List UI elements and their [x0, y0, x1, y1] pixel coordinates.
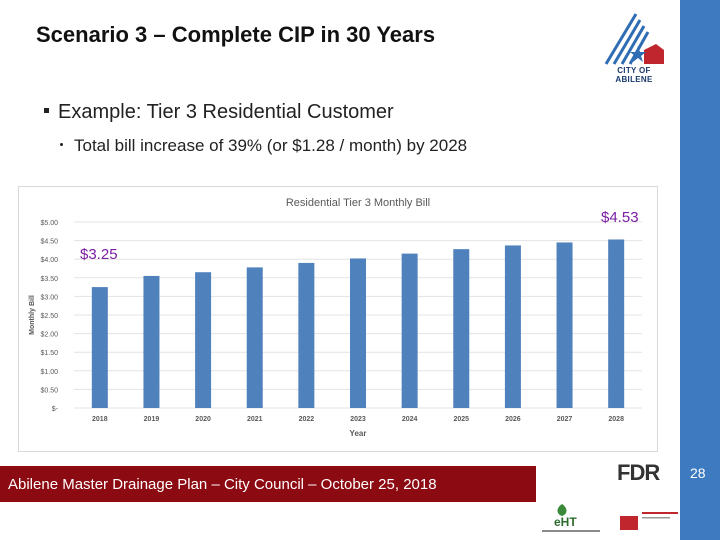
y-tick-label: $2.00	[40, 332, 58, 339]
logo-caption: CITY OF ABILENE	[615, 66, 653, 84]
y-tick-label: $2.50	[40, 313, 58, 320]
bullet-level-2-text: Total bill increase of 39% (or $1.28 / m…	[74, 136, 468, 155]
bar-2024	[401, 253, 418, 408]
x-tick-label: 2028	[608, 416, 624, 423]
bar-chart: Residential Tier 3 Monthly Bill $- $0.50 $1…	[29, 197, 642, 438]
x-axis-label: Year	[350, 429, 367, 438]
bar-2028	[608, 239, 625, 408]
y-tick-label: $1.50	[40, 350, 58, 357]
bullet-level-1: Example: Tier 3 Residential Customer	[44, 101, 394, 124]
dot-bullet-icon	[60, 143, 63, 146]
y-tick-label: $4.00	[40, 257, 58, 264]
y-tick-label: $-	[52, 406, 59, 413]
x-tick-label: 2021	[247, 416, 263, 423]
psc-logo	[620, 512, 678, 530]
eht-logo-text: eHT	[554, 515, 577, 529]
bullet-level-2: Total bill increase of 39% (or $1.28 / m…	[60, 136, 468, 156]
x-tick-label: 2027	[557, 416, 573, 423]
bar-2022	[298, 262, 315, 408]
right-accent-band	[680, 0, 720, 540]
square-bullet-icon	[44, 108, 49, 113]
y-tick-label: $0.50	[40, 387, 58, 394]
x-tick-label: 2025	[453, 416, 469, 423]
bar-2025	[453, 249, 470, 408]
x-tick-label: 2022	[299, 416, 315, 423]
x-tick-label: 2026	[505, 416, 521, 423]
chart-container: Residential Tier 3 Monthly Bill $- $0.50 $1…	[18, 186, 658, 452]
page-title: Scenario 3 – Complete CIP in 30 Years	[36, 22, 436, 47]
x-tick-label: 2023	[350, 416, 366, 423]
x-tick-label: 2019	[144, 416, 160, 423]
chart-title: Residential Tier 3 Monthly Bill	[286, 197, 430, 209]
x-tick-label: 2018	[92, 416, 108, 423]
bar-2020	[195, 272, 212, 408]
city-of-abilene-logo	[604, 13, 664, 65]
bar-2021	[246, 267, 263, 408]
bullet-level-1-text: Example: Tier 3 Residential Customer	[58, 101, 394, 123]
bar-2018	[91, 287, 108, 408]
last-value-callout: $4.53	[601, 209, 639, 226]
first-value-callout: $3.25	[80, 246, 118, 263]
x-tick-label: 2024	[402, 416, 418, 423]
footer-bar: Abilene Master Drainage Plan – City Coun…	[0, 466, 536, 502]
y-tick-label: $3.50	[40, 276, 58, 283]
x-tick-label: 2020	[195, 416, 211, 423]
y-axis-label: Monthly Bill	[29, 295, 36, 335]
bar-2019	[143, 275, 160, 408]
hdr-logo: FDR	[617, 460, 660, 485]
y-tick-label: $3.00	[40, 294, 58, 301]
eht-logo: eHT	[542, 504, 600, 532]
bar-2023	[350, 258, 366, 408]
footer-text: Abilene Master Drainage Plan – City Coun…	[8, 476, 437, 493]
bar-2027	[556, 242, 573, 408]
page-number: 28	[690, 465, 706, 481]
bar-2026	[504, 245, 521, 408]
y-tick-label: $5.00	[40, 220, 58, 227]
y-tick-label: $1.00	[40, 369, 58, 376]
y-tick-label: $4.50	[40, 239, 58, 246]
